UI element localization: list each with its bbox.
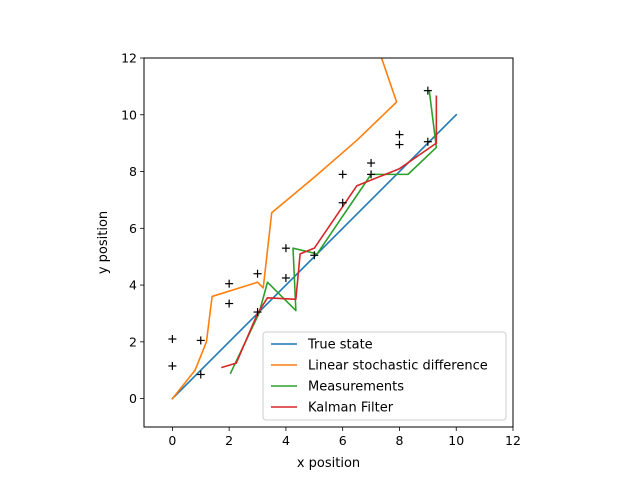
measurement-point — [395, 130, 404, 139]
legend-label: Linear stochastic difference — [308, 359, 488, 374]
y-tick-label: 2 — [129, 334, 137, 349]
measurement-point — [281, 273, 290, 282]
series-line-linear-stochastic-difference — [171, 58, 398, 400]
x-tick-label: 0 — [168, 433, 176, 448]
measurement-point — [168, 335, 177, 344]
y-axis-label: y position — [96, 211, 111, 274]
x-tick-label: 6 — [339, 433, 347, 448]
x-axis-label: x position — [297, 456, 360, 471]
legend-label: Kalman Filter — [308, 401, 394, 416]
marker-layer — [168, 86, 432, 379]
measurement-point — [338, 198, 347, 207]
legend-entry-measurements: Measurements — [271, 380, 404, 395]
measurement-point — [310, 251, 319, 260]
x-tick-label: 10 — [448, 433, 464, 448]
y-tick-label: 8 — [129, 164, 137, 179]
y-tick-label: 12 — [121, 51, 137, 66]
measurement-point — [281, 244, 290, 253]
tick-layer: 0 2 4 6 8 10 12 0 2 4 6 8 10 12 — [121, 51, 521, 449]
legend-label: True state — [307, 338, 373, 353]
measurement-point — [253, 308, 262, 317]
y-tick-label: 0 — [129, 391, 137, 406]
measurement-point — [367, 170, 376, 179]
legend-entry-true-state: True state — [271, 338, 373, 353]
legend-entry-kalman-filter: Kalman Filter — [271, 401, 394, 416]
legend-label: Measurements — [308, 380, 404, 395]
measurement-point — [196, 336, 205, 345]
legend-entry-linear-stochastic-difference: Linear stochastic difference — [271, 359, 488, 374]
legend-box — [262, 331, 507, 421]
y-tick-label: 6 — [129, 221, 137, 236]
measurement-point — [367, 159, 376, 168]
measurement-point — [225, 279, 234, 288]
x-tick-label: 2 — [225, 433, 233, 448]
measurement-point — [395, 140, 404, 149]
series-layer — [171, 58, 458, 400]
measurement-point — [196, 370, 205, 379]
series-line-kalman-filter — [221, 95, 438, 369]
measurement-point — [253, 269, 262, 278]
measurement-point — [423, 86, 432, 95]
x-tick-label: 12 — [505, 433, 521, 448]
x-tick-label: 8 — [395, 433, 403, 448]
measurement-point — [168, 361, 177, 370]
legend: True state Linear stochastic difference Me… — [262, 331, 507, 421]
measurement-point — [338, 170, 347, 179]
x-tick-label: 4 — [282, 433, 290, 448]
y-tick-label: 10 — [121, 107, 137, 122]
measurement-point — [225, 299, 234, 308]
plot-frame — [143, 57, 514, 428]
measurement-point — [423, 137, 432, 146]
y-tick-label: 4 — [129, 278, 137, 293]
